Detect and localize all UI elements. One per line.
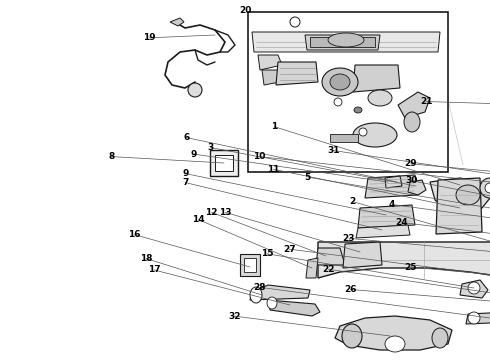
Ellipse shape bbox=[290, 17, 300, 27]
Polygon shape bbox=[358, 205, 415, 228]
Text: 10: 10 bbox=[253, 152, 266, 161]
Polygon shape bbox=[316, 248, 345, 265]
Ellipse shape bbox=[330, 74, 350, 90]
Text: 32: 32 bbox=[228, 312, 241, 321]
Text: 20: 20 bbox=[239, 6, 251, 15]
Ellipse shape bbox=[480, 178, 490, 198]
Bar bbox=[244, 258, 256, 272]
Ellipse shape bbox=[385, 336, 405, 352]
Polygon shape bbox=[430, 178, 490, 212]
Polygon shape bbox=[365, 175, 418, 198]
Polygon shape bbox=[398, 92, 430, 118]
Text: 23: 23 bbox=[343, 234, 355, 243]
Text: 9: 9 bbox=[190, 150, 197, 159]
Text: 28: 28 bbox=[253, 283, 266, 292]
Text: 22: 22 bbox=[322, 265, 335, 274]
Ellipse shape bbox=[468, 282, 480, 294]
Ellipse shape bbox=[368, 90, 392, 106]
Polygon shape bbox=[466, 312, 490, 324]
Text: 31: 31 bbox=[327, 146, 340, 155]
Text: 26: 26 bbox=[344, 285, 357, 294]
Polygon shape bbox=[385, 176, 402, 188]
Text: 18: 18 bbox=[140, 254, 152, 263]
Ellipse shape bbox=[468, 312, 480, 324]
Text: 12: 12 bbox=[205, 208, 218, 217]
Text: 19: 19 bbox=[143, 33, 156, 42]
Bar bbox=[215, 155, 233, 171]
Ellipse shape bbox=[334, 98, 342, 106]
Text: 25: 25 bbox=[404, 263, 417, 272]
Polygon shape bbox=[356, 225, 410, 238]
Text: 16: 16 bbox=[128, 230, 141, 239]
Polygon shape bbox=[306, 258, 318, 278]
Polygon shape bbox=[460, 280, 488, 298]
Ellipse shape bbox=[250, 287, 262, 303]
Text: 15: 15 bbox=[261, 249, 273, 258]
Text: 17: 17 bbox=[148, 266, 161, 275]
Polygon shape bbox=[258, 55, 282, 70]
Ellipse shape bbox=[359, 128, 367, 136]
Polygon shape bbox=[170, 18, 184, 26]
Polygon shape bbox=[268, 300, 320, 316]
Bar bbox=[240, 254, 260, 276]
Bar bbox=[310, 37, 375, 47]
Polygon shape bbox=[353, 65, 400, 92]
Polygon shape bbox=[248, 12, 448, 172]
Polygon shape bbox=[335, 316, 452, 350]
Polygon shape bbox=[276, 62, 318, 85]
Polygon shape bbox=[436, 178, 482, 234]
Text: 6: 6 bbox=[183, 133, 189, 142]
Ellipse shape bbox=[342, 324, 362, 348]
Text: 21: 21 bbox=[420, 97, 433, 106]
Text: 9: 9 bbox=[182, 169, 189, 178]
Text: 4: 4 bbox=[389, 200, 395, 209]
Polygon shape bbox=[408, 180, 426, 195]
Ellipse shape bbox=[322, 68, 358, 96]
Text: 2: 2 bbox=[350, 197, 356, 206]
Text: 27: 27 bbox=[283, 245, 295, 253]
Polygon shape bbox=[250, 285, 310, 300]
Polygon shape bbox=[262, 70, 280, 85]
Text: 13: 13 bbox=[219, 208, 232, 217]
Bar bbox=[210, 150, 238, 176]
Text: 1: 1 bbox=[271, 122, 277, 131]
Ellipse shape bbox=[432, 328, 448, 348]
Text: 3: 3 bbox=[208, 143, 214, 152]
Bar bbox=[330, 134, 358, 142]
Text: 5: 5 bbox=[305, 173, 311, 182]
Polygon shape bbox=[252, 32, 440, 52]
Text: 30: 30 bbox=[405, 176, 418, 185]
Polygon shape bbox=[305, 35, 380, 50]
Text: 24: 24 bbox=[395, 218, 408, 227]
Text: 7: 7 bbox=[182, 178, 189, 187]
Polygon shape bbox=[343, 242, 382, 268]
Polygon shape bbox=[318, 242, 490, 278]
Ellipse shape bbox=[404, 112, 420, 132]
Text: 14: 14 bbox=[192, 215, 205, 224]
Text: 29: 29 bbox=[404, 159, 417, 168]
Ellipse shape bbox=[456, 185, 480, 205]
Text: 11: 11 bbox=[267, 165, 280, 174]
Ellipse shape bbox=[485, 183, 490, 193]
Ellipse shape bbox=[354, 107, 362, 113]
Ellipse shape bbox=[267, 297, 277, 309]
Ellipse shape bbox=[188, 83, 202, 97]
Text: 8: 8 bbox=[109, 152, 115, 161]
Ellipse shape bbox=[328, 33, 364, 47]
Ellipse shape bbox=[353, 123, 397, 147]
